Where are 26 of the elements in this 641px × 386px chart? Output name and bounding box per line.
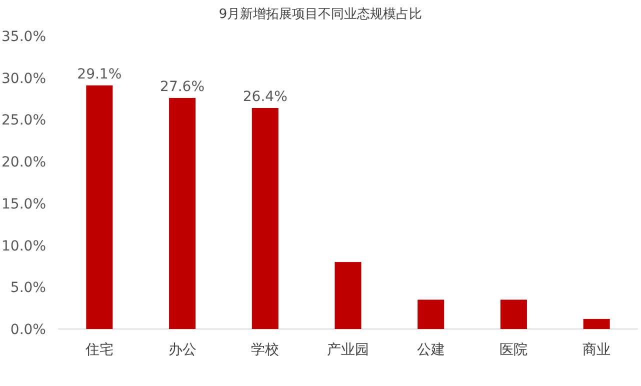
y-tick-label: 5.0% bbox=[10, 280, 46, 296]
bar bbox=[500, 300, 527, 329]
y-tick-label: 25.0% bbox=[2, 112, 46, 129]
y-tick-label: 15.0% bbox=[2, 196, 46, 212]
x-tick-label: 住宅 bbox=[84, 342, 114, 358]
data-label: 27.6% bbox=[160, 78, 205, 95]
bar bbox=[252, 108, 278, 329]
x-tick-label: 公建 bbox=[416, 342, 445, 358]
x-tick-label: 医院 bbox=[500, 342, 528, 358]
x-tick-label: 商业 bbox=[582, 342, 611, 358]
bar bbox=[169, 98, 196, 329]
y-tick-label: 30.0% bbox=[2, 70, 46, 87]
chart-title: 9月新增拓展项目不同业态规模占比 bbox=[218, 7, 422, 22]
bar bbox=[583, 318, 610, 329]
y-tick-label: 0.0% bbox=[10, 322, 46, 338]
y-tick-label: 35.0% bbox=[2, 29, 46, 45]
data-label: 26.4% bbox=[242, 88, 288, 105]
data-label: 29.1% bbox=[77, 66, 122, 82]
y-tick-label: 20.0% bbox=[2, 154, 46, 171]
bar bbox=[86, 85, 113, 329]
bar bbox=[418, 300, 444, 329]
x-tick-label: 学校 bbox=[251, 342, 280, 358]
x-tick-label: 产业园 bbox=[327, 342, 369, 358]
x-tick-label: 办公 bbox=[168, 342, 196, 358]
y-tick-label: 10.0% bbox=[2, 238, 46, 254]
bar bbox=[334, 262, 362, 329]
